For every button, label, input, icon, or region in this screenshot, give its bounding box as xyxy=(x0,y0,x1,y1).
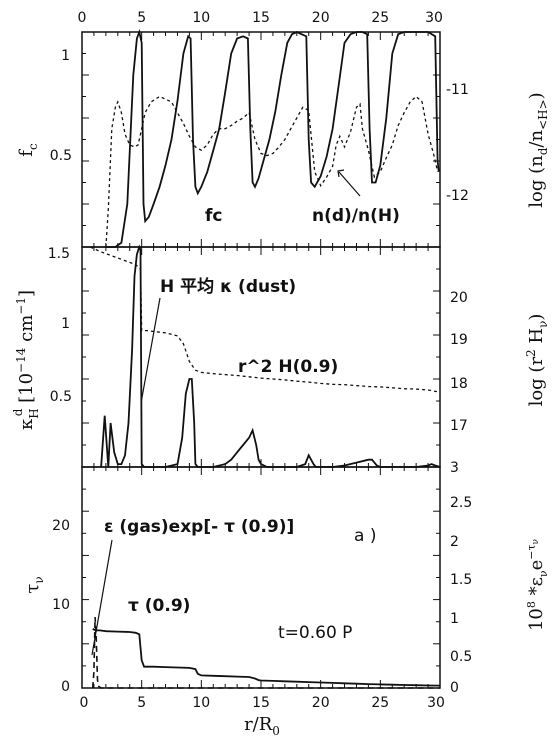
ndnh-arrowhead xyxy=(337,169,345,178)
top-xtick: 5 xyxy=(137,10,146,26)
epsilon-label: ε (gas)exp[- τ (0.9)] xyxy=(104,517,294,537)
top-left-ylabel: fc xyxy=(16,143,40,157)
middle-right-ylabel: log (r2 Hν) xyxy=(524,314,550,407)
kappa-dust-leader xyxy=(140,297,161,404)
bottom-ytick: 0 xyxy=(61,679,70,695)
bottom-right-ytick: 1.5 xyxy=(450,572,472,588)
middle-right-ytick: 20 xyxy=(450,290,468,306)
middle-ytick: 0.5 xyxy=(50,389,72,405)
middle-left-ylabel: κHd [10−14 cm−1] xyxy=(11,290,41,430)
bottom-right-ylabel: 108 *ενe−τν xyxy=(525,539,550,631)
middle-right-ytick: 18 xyxy=(450,376,468,392)
x-axis-label: r/R0 xyxy=(244,714,280,738)
bottom-panel-frame xyxy=(81,466,441,689)
r2h-curve xyxy=(90,246,441,393)
annotations: fc n(d)/n(H) H 平均 κ (dust) r^2 H(0.9) ε … xyxy=(91,169,400,656)
middle-right-ytick-3: 3 xyxy=(450,460,459,476)
left-y-tick-labels: 1 0.5 1.5 1 0.5 20 10 0 xyxy=(48,48,72,695)
top-ytick: 0.5 xyxy=(50,148,72,164)
bottom-xtick: 25 xyxy=(371,695,389,711)
middle-ytick: 1 xyxy=(61,316,70,332)
epsilon-curve xyxy=(91,616,440,689)
bottom-xtick: 5 xyxy=(137,695,146,711)
top-right-ylabel: log (nd/n<H>) xyxy=(526,92,550,207)
top-xtick: 0 xyxy=(78,10,87,26)
ndnh-label: n(d)/n(H) xyxy=(312,206,400,226)
top-xtick: 20 xyxy=(312,10,330,26)
bottom-left-ylabel: τν xyxy=(22,576,46,593)
top-xtick: 10 xyxy=(192,10,210,26)
ndnh-arrow-shaft xyxy=(338,171,361,197)
top-right-ytick: -11 xyxy=(446,82,469,98)
bottom-ytick: 20 xyxy=(52,518,70,534)
ndnh-curve xyxy=(105,95,439,248)
bottom-panel-curves xyxy=(91,616,441,689)
bottom-right-ytick: 0 xyxy=(450,680,459,696)
bottom-xtick: 15 xyxy=(252,695,270,711)
kappa-dust-label: H 平均 κ (dust) xyxy=(160,276,296,297)
fc-label: fc xyxy=(205,206,222,226)
middle-right-ytick: 19 xyxy=(450,332,468,348)
top-right-ytick: -12 xyxy=(446,188,469,204)
top-ytick: 1 xyxy=(61,48,70,64)
bottom-xtick: 20 xyxy=(312,695,330,711)
right-y-tick-labels: -11 -12 20 19 18 17 3 2.5 2 1.5 1 0.5 0 xyxy=(446,82,472,696)
middle-right-ytick: 17 xyxy=(450,418,468,434)
panel-tag: a ) xyxy=(354,526,376,546)
fc-curve xyxy=(105,28,440,248)
bottom-x-tick-labels: 0 5 10 15 20 25 30 xyxy=(80,695,445,711)
top-panel-curves xyxy=(105,28,440,248)
bottom-right-ytick: 0.5 xyxy=(450,649,472,665)
top-xtick: 25 xyxy=(371,10,389,26)
tau-label: τ (0.9) xyxy=(128,596,190,616)
time-label: t=0.60 P xyxy=(278,623,352,643)
bottom-xtick: 10 xyxy=(192,695,210,711)
top-xtick: 30 xyxy=(425,10,443,26)
bottom-right-ytick: 1 xyxy=(450,611,459,627)
bottom-xtick: 30 xyxy=(427,695,445,711)
bottom-ytick: 10 xyxy=(52,597,70,613)
middle-ytick: 1.5 xyxy=(48,246,70,262)
tau-curve xyxy=(92,628,441,687)
top-xtick: 15 xyxy=(252,10,270,26)
bottom-right-ytick: 2.5 xyxy=(450,495,472,511)
kappa-dust-curve xyxy=(100,244,441,468)
middle-panel-curves xyxy=(90,244,441,468)
r2h-label: r^2 H(0.9) xyxy=(238,357,338,377)
bottom-xtick: 0 xyxy=(80,695,89,711)
top-x-tick-labels: 0 5 10 15 20 25 30 xyxy=(78,10,443,26)
epsilon-leader xyxy=(91,539,113,656)
bottom-right-ytick: 2 xyxy=(450,534,459,550)
